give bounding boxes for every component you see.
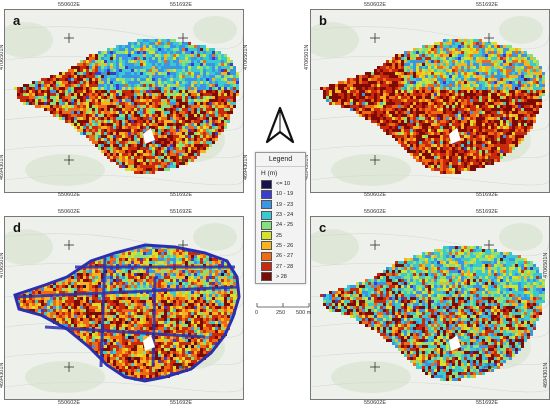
legend-item: 25 — [261, 230, 305, 241]
legend-label: <= 10 — [276, 181, 291, 188]
legend-label: 25 — [276, 232, 283, 239]
y-coord-top-a: 4706501N — [0, 44, 5, 70]
x-coord-top-left-b: 550602E — [364, 2, 387, 8]
legend-label: 23 - 24 — [276, 212, 294, 219]
legend-swatch — [261, 220, 272, 230]
legend-item: 26 - 27 — [261, 251, 305, 261]
panel-label-a: a — [13, 13, 21, 28]
legend-item: > 28 — [261, 272, 305, 282]
y-coord-bottom-a: 4694301N — [0, 154, 5, 180]
scale-label-250: 250 — [276, 310, 286, 316]
legend-item: 24 - 25 — [261, 220, 305, 230]
x-coord-top-left-d: 550602E — [58, 209, 81, 215]
legend-item: 27 - 28 — [261, 261, 305, 272]
north-arrow-icon — [263, 106, 297, 146]
legend-label: 19 - 23 — [276, 201, 294, 208]
y-coord-top-b: 4706501N — [304, 44, 310, 70]
y-coord-top-d: 4706501N — [0, 252, 5, 278]
legend-item: <= 10 — [261, 179, 305, 189]
raster-map-d — [5, 217, 243, 399]
legend-swatch — [261, 251, 272, 261]
x-coord-top-right-c: 551692E — [476, 209, 499, 215]
x-coord-top-right-b: 551692E — [476, 2, 499, 8]
map-panel-a: a — [4, 9, 244, 193]
y-coord-bottom-c: 4694301N — [543, 362, 549, 388]
legend-label: 26 - 27 — [276, 253, 294, 260]
x-coord-bottom-right-d: 551692E — [170, 400, 193, 406]
legend-label: 25 - 26 — [276, 242, 294, 249]
raster-map-c — [311, 217, 549, 399]
x-coord-top-right-a: 551692E — [170, 2, 193, 8]
legend-item: 10 - 19 — [261, 189, 305, 199]
x-coord-bottom-right-a: 551692E — [170, 192, 193, 198]
x-coord-bottom-right-b: 551692E — [476, 192, 499, 198]
legend-unit: H (m) — [261, 170, 278, 177]
legend-label: > 28 — [276, 273, 287, 280]
legend-swatch — [261, 231, 272, 241]
legend-list: <= 10 10 - 19 19 - 23 23 - 24 24 - 25 25 25 - … — [256, 179, 305, 282]
y-coord-bottom-d: 4694301N — [0, 362, 5, 388]
x-coord-top-left-c: 550602E — [364, 209, 387, 215]
x-coord-top-left-a: 550602E — [58, 2, 81, 8]
legend: Legend H (m) <= 10 10 - 19 19 - 23 23 - 24 2… — [255, 152, 306, 284]
panel-label-d: d — [13, 220, 21, 235]
legend-title: Legend — [256, 156, 305, 167]
raster-map-a — [5, 10, 243, 192]
legend-swatch — [261, 241, 272, 251]
legend-swatch — [261, 200, 272, 210]
x-coord-bottom-left-d: 550602E — [58, 400, 81, 406]
legend-swatch — [261, 210, 272, 220]
x-coord-bottom-left-a: 550602E — [58, 192, 81, 198]
map-panel-d: d — [4, 216, 244, 400]
x-coord-bottom-right-c: 551692E — [476, 400, 499, 406]
map-panel-b: b — [310, 9, 550, 193]
map-panel-c: c — [310, 216, 550, 400]
legend-item: 19 - 23 — [261, 200, 305, 210]
raster-map-b — [311, 10, 549, 192]
scale-label-0: 0 — [255, 310, 259, 316]
legend-label: 10 - 19 — [276, 191, 294, 198]
x-coord-top-right-d: 551692E — [170, 209, 193, 215]
panel-label-c: c — [319, 220, 327, 235]
legend-item: 23 - 24 — [261, 210, 305, 220]
scale-label-500: 500 m — [296, 310, 312, 316]
y-coord-bottom-a-right: 4694301N — [243, 154, 249, 180]
y-coord-top-a-right: 4706501N — [243, 44, 249, 70]
legend-swatch — [261, 179, 272, 189]
y-coord-top-c: 4706501N — [543, 252, 549, 278]
scale-bar: 0 250 500 m — [254, 300, 314, 326]
legend-swatch — [261, 272, 272, 282]
panel-label-b: b — [319, 13, 327, 28]
x-coord-bottom-left-b: 550602E — [364, 192, 387, 198]
legend-label: 24 - 25 — [276, 222, 294, 229]
legend-label: 27 - 28 — [276, 263, 294, 270]
legend-swatch — [261, 189, 272, 199]
legend-swatch — [261, 262, 272, 272]
legend-item: 25 - 26 — [261, 241, 305, 251]
x-coord-bottom-left-c: 550602E — [364, 400, 387, 406]
